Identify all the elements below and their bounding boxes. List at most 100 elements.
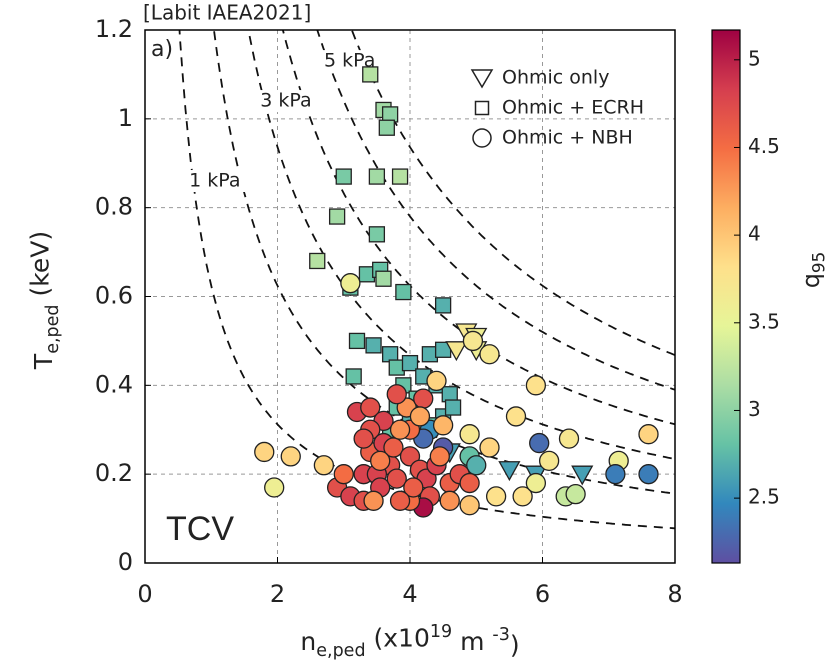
y-tick-label: 1.2 [95,15,133,43]
plot-frame [144,29,676,564]
y-tick-label: 0 [118,548,133,576]
isobar [316,30,675,391]
point [413,388,434,409]
point [391,168,409,185]
x-axis-label-part: 19 [430,622,452,642]
point [264,477,285,498]
x-tick-label: 6 [535,580,550,608]
point [368,168,386,185]
colorbar-tick-label: 2.5 [748,485,780,509]
point [340,273,361,294]
point [389,419,411,440]
x-tick-label: 4 [402,580,417,608]
point [538,450,560,471]
point [439,490,460,511]
y-tick-label: 1 [118,104,133,132]
colorbar-tick-label: 3.5 [748,309,780,333]
point [389,490,411,511]
isobar-label-bg [187,170,250,193]
annotation: TCV [166,510,234,548]
point [360,397,381,418]
point [395,283,412,301]
legend-marker [472,128,492,148]
colorbar-label-part: q [797,273,825,288]
legend-marker [474,100,490,116]
point [434,297,452,314]
point [638,424,659,445]
point [432,415,454,436]
legend-marker [470,69,494,89]
point [479,344,500,365]
point [638,464,659,485]
point [512,486,533,507]
x-axis-label: ne,ped (x1019 m -3) [300,622,519,661]
point [485,486,507,507]
isobar-label-bg [258,90,321,113]
colorbar-tick-label: 4 [748,222,761,246]
point [445,341,468,362]
point [462,330,484,352]
point [335,168,352,185]
x-axis-label-part: -3 [492,625,509,645]
x-axis-label-part: m [452,627,492,656]
point [525,472,547,494]
isobar-label: 1 kPa [189,170,240,192]
point [426,370,447,392]
y-axis-label: Te,ped (keV) [26,231,63,370]
x-axis-label-part: n [300,627,316,656]
point [409,406,431,427]
point [362,66,379,83]
y-tick-label: 0.6 [95,282,133,310]
point [498,461,521,482]
point [459,424,480,445]
point [403,477,424,498]
point [565,484,586,505]
isobar [178,30,675,530]
x-axis-label-part: (x10 [366,624,430,653]
point [459,495,480,516]
isobar [350,30,675,357]
point [313,455,335,476]
point [383,437,404,458]
point [429,446,450,467]
point [368,226,386,243]
points [254,66,659,518]
point [605,464,626,485]
point [444,399,462,416]
point [505,406,527,427]
y-tick-label: 0.2 [95,459,133,487]
colorbar-tick-label: 3 [748,397,761,421]
point [401,354,419,372]
point [375,270,392,287]
point [328,208,346,225]
point [353,428,374,449]
panel-label: a) [151,37,173,62]
y-axis-label-part: e,ped [43,304,63,353]
point [386,468,407,489]
colorbar-tick-label: 5 [748,46,761,70]
legend-label: Ohmic only [502,67,609,89]
point [479,437,500,458]
point [378,119,395,136]
x-axis-label-part: e,ped [316,641,365,661]
point [529,432,550,454]
y-tick-label: 0.8 [95,193,133,221]
legend-label: Ohmic + ECRH [502,97,644,119]
colorbar-label: q95 [797,252,829,289]
point [254,441,275,463]
colorbar-label-part: 95 [809,252,829,273]
colorbar [711,29,741,564]
point [363,490,384,511]
point [309,252,326,270]
point [571,465,594,486]
x-axis-label-part: ) [510,630,520,659]
isobar [213,30,675,495]
chart-title: [Labit IAEA2021] [143,1,311,25]
point [386,384,407,405]
colorbar-tick-label: 4.5 [748,134,780,158]
legend-label: Ohmic + NBH [502,127,633,149]
y-tick-label: 0.4 [95,370,133,398]
y-axis-label-part: T [29,353,58,370]
point [525,375,547,396]
